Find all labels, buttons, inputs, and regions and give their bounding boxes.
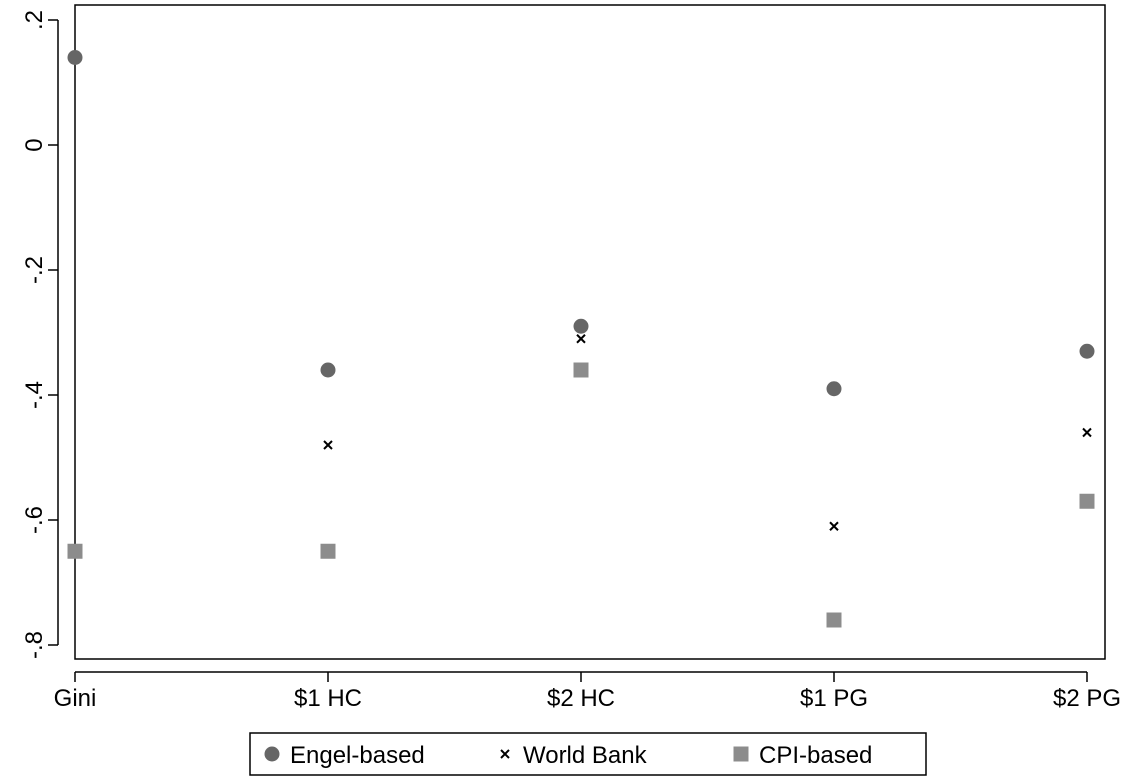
legend-label: Engel-based <box>290 742 425 769</box>
y-tick-label: -.8 <box>21 631 48 659</box>
y-tick-label: -.6 <box>21 506 48 534</box>
point-square <box>826 612 842 628</box>
x-tick-label: $2 HC <box>547 685 615 712</box>
legend: Engel-based World Bank CPI-based <box>249 732 927 776</box>
point-square <box>67 543 83 559</box>
y-tick-label: 0 <box>21 138 48 151</box>
legend-box <box>249 732 927 776</box>
y-axis: -.8 -.6 -.4 -.2 0 .2 <box>21 10 59 659</box>
point-circle <box>320 362 336 378</box>
point-x <box>323 440 333 450</box>
legend-marker-x <box>500 749 510 759</box>
legend-label: World Bank <box>523 742 648 769</box>
legend-marker-square <box>733 746 749 762</box>
point-circle <box>1079 343 1095 359</box>
plot-frame <box>74 4 1106 660</box>
y-tick-label: -.2 <box>21 256 48 284</box>
point-square <box>573 362 589 378</box>
x-tick-label: $1 HC <box>294 685 362 712</box>
point-x <box>829 521 839 531</box>
point-circle <box>573 318 589 334</box>
point-circle <box>67 50 83 65</box>
legend-label: CPI-based <box>759 742 872 769</box>
y-tick-label: .2 <box>21 10 48 30</box>
legend-marker-circle <box>264 746 280 762</box>
x-tick-label: $1 PG <box>800 685 868 712</box>
point-square <box>320 543 336 559</box>
point-x <box>1082 427 1092 438</box>
point-circle <box>826 381 842 397</box>
data-points <box>67 50 1095 628</box>
x-tick-label: Gini <box>54 685 97 712</box>
x-tick-label: $2 PG <box>1053 685 1121 712</box>
point-x <box>576 334 586 344</box>
x-axis: Gini $1 HC $2 HC $1 PG $2 PG <box>54 671 1121 712</box>
y-tick-label: -.4 <box>21 381 48 409</box>
point-square <box>1079 493 1095 509</box>
